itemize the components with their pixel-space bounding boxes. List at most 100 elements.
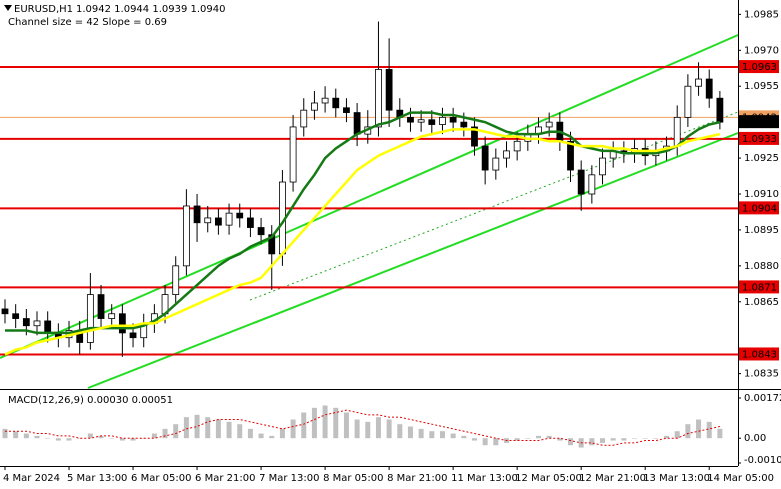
macd-bar bbox=[98, 435, 104, 439]
macd-bar bbox=[706, 421, 712, 439]
x-tick-label: 4 Mar 2024 bbox=[3, 473, 60, 484]
candle-body bbox=[439, 116, 446, 125]
macd-bar bbox=[237, 424, 243, 439]
candle-body bbox=[118, 313, 126, 334]
macd-bar bbox=[589, 438, 595, 446]
macd-bar bbox=[386, 419, 392, 439]
plot bbox=[0, 21, 738, 357]
macd-bar bbox=[418, 428, 424, 439]
subtitle: Channel size = 42 Slope = 0.69 bbox=[8, 17, 167, 28]
macd-bar bbox=[546, 435, 552, 439]
macd-bar bbox=[632, 438, 638, 439]
macd-bar bbox=[119, 438, 125, 441]
y-tick-label: -0.00106 bbox=[744, 455, 781, 466]
price-label: 1.0940 bbox=[742, 117, 777, 128]
macd-bar bbox=[66, 438, 72, 441]
candle-body bbox=[407, 116, 414, 123]
macd-bar bbox=[311, 407, 317, 439]
macd-bar bbox=[301, 412, 307, 439]
candle-body bbox=[428, 119, 436, 125]
macd-bar bbox=[600, 438, 606, 443]
macd-bar bbox=[354, 419, 360, 439]
macd-signal bbox=[5, 409, 720, 446]
x-tick-label: 7 Mar 13:00 bbox=[259, 473, 319, 484]
y-tick-label: 1.0985 bbox=[744, 9, 779, 20]
candle-body bbox=[1, 308, 9, 315]
y-tick-label: 1.0925 bbox=[744, 153, 779, 164]
candle-body bbox=[375, 69, 382, 128]
candle-body bbox=[332, 97, 340, 109]
level-label-box bbox=[739, 201, 779, 215]
y-tick-label: 0.00 bbox=[744, 433, 766, 444]
macd-bar bbox=[247, 428, 253, 439]
macd-bar bbox=[77, 438, 83, 439]
candle-body bbox=[577, 169, 585, 195]
candle-body bbox=[172, 265, 180, 295]
macd-bar bbox=[45, 438, 51, 439]
candle-body bbox=[705, 78, 713, 99]
candle-body bbox=[33, 320, 41, 327]
candle-body bbox=[12, 313, 20, 319]
macd-bar bbox=[333, 407, 339, 439]
candle-body bbox=[268, 234, 276, 255]
quote: 1.0942 1.0944 1.0939 1.0940 bbox=[76, 4, 226, 15]
level-label: 1.0871 bbox=[742, 282, 777, 293]
candle-body bbox=[257, 227, 265, 236]
channel-upper bbox=[0, 34, 739, 359]
candle-body bbox=[129, 332, 137, 339]
candle-body bbox=[22, 318, 30, 327]
x-tick-label: 12 Mar 05:00 bbox=[515, 473, 582, 484]
macd-bar bbox=[269, 435, 275, 439]
channel-lower bbox=[87, 132, 739, 389]
y-tick-label: 1.0880 bbox=[744, 261, 779, 272]
candle-body bbox=[193, 205, 201, 224]
macd-bar bbox=[290, 419, 296, 439]
candle-body bbox=[44, 320, 52, 334]
macd-bar bbox=[258, 433, 264, 439]
moving-average bbox=[5, 111, 721, 335]
macd-bar bbox=[557, 438, 563, 441]
x-tick-label: 8 Mar 21:00 bbox=[387, 473, 447, 484]
macd-bar bbox=[365, 421, 371, 439]
macd-bar bbox=[642, 438, 648, 439]
macd-bar bbox=[514, 438, 520, 441]
level-label: 1.0933 bbox=[742, 134, 777, 145]
candle-body bbox=[289, 126, 297, 183]
candle-body bbox=[204, 217, 212, 224]
level-label-box bbox=[739, 280, 779, 294]
x-tick-label: 5 Mar 13:00 bbox=[67, 473, 127, 484]
macd-bar bbox=[429, 431, 435, 439]
macd-bar bbox=[215, 419, 221, 439]
x-tick-label: 13 Mar 13:00 bbox=[643, 473, 710, 484]
macd-title: MACD(12,26,9) 0.00030 0.00051 bbox=[8, 395, 173, 406]
macd-bar bbox=[407, 426, 413, 439]
candle-body bbox=[300, 109, 308, 128]
y-tick-label: 0.00172 bbox=[744, 393, 781, 404]
x-tick-label: 11 Mar 13:00 bbox=[451, 473, 518, 484]
symbol: EURUSD,H1 bbox=[14, 4, 73, 15]
candle-body bbox=[236, 212, 244, 219]
moving-average bbox=[4, 128, 721, 356]
collapse-icon bbox=[4, 5, 12, 11]
level-label: 1.0904 bbox=[742, 203, 777, 214]
y-tick-label: 1.0865 bbox=[744, 297, 779, 308]
macd-bar bbox=[183, 417, 189, 439]
macd-bar bbox=[279, 428, 285, 439]
x-tick-label: 8 Mar 05:00 bbox=[323, 473, 383, 484]
macd-bar bbox=[87, 433, 93, 439]
macd-bar bbox=[461, 435, 467, 439]
candle-body bbox=[343, 107, 350, 113]
macd-bar bbox=[397, 424, 403, 439]
macd-bar bbox=[375, 417, 381, 439]
macd-bar bbox=[674, 431, 680, 439]
candle-body bbox=[417, 119, 425, 123]
macd-bar bbox=[685, 424, 691, 439]
macd-bar bbox=[55, 438, 61, 441]
candle-body bbox=[673, 116, 681, 147]
candle-body bbox=[716, 97, 724, 123]
y-tick-label: 1.0955 bbox=[744, 81, 779, 92]
candle-body bbox=[385, 69, 393, 111]
candle-body bbox=[225, 212, 233, 226]
